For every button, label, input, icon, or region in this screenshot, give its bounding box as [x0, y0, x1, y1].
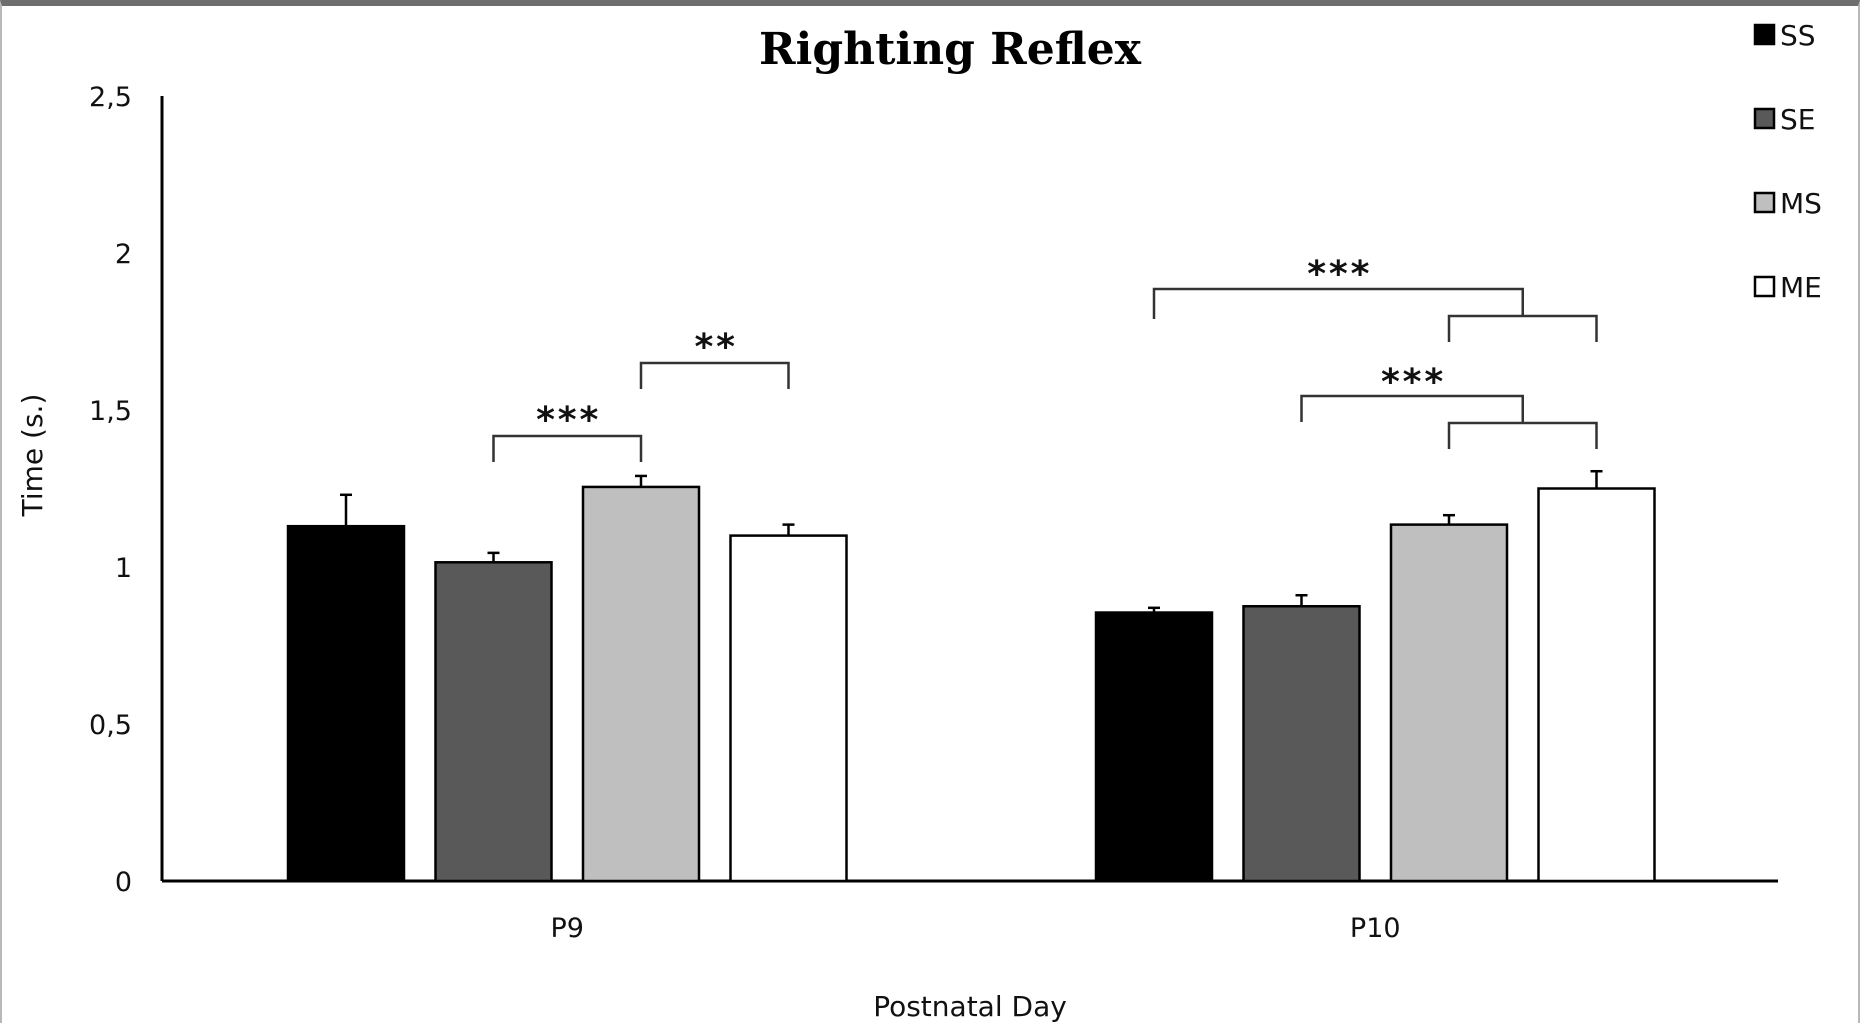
- bar-se-p9: [434, 561, 553, 883]
- axes: [160, 96, 1778, 883]
- bar-se-p10: [1242, 605, 1361, 883]
- x-tick-labels: P9 P10: [551, 913, 1401, 944]
- legend-label-me: ME: [1780, 271, 1822, 304]
- legend-swatch-se: [1753, 107, 1776, 130]
- x-axis-label: Postnatal Day: [873, 990, 1067, 1023]
- y-tick-label: 1: [115, 553, 132, 584]
- legend-swatch-me: [1753, 275, 1776, 298]
- significance-bracket: [1447, 314, 1598, 342]
- bar-me-p9: [729, 534, 848, 883]
- y-tick-label: 0: [115, 867, 132, 898]
- bar-ms-p10: [1389, 523, 1509, 883]
- significance-label: **: [693, 327, 736, 368]
- chart-title: Righting Reflex: [759, 24, 1142, 75]
- x-tick-label: P9: [551, 913, 584, 944]
- x-tick-label: P10: [1350, 913, 1401, 944]
- error-bars: [340, 469, 1603, 613]
- bars: [286, 485, 1656, 883]
- significance-label: ***: [1306, 254, 1371, 295]
- bar-ms-p9: [581, 485, 701, 883]
- legend-label-ss: SS: [1780, 19, 1816, 52]
- bar-me-p10: [1537, 487, 1656, 883]
- legend-swatch-ss: [1753, 23, 1776, 46]
- y-tick-label: 0,5: [89, 710, 132, 741]
- significance-bracket: [639, 361, 790, 389]
- significance-bracket: [492, 434, 643, 462]
- legend-swatch-ms: [1753, 191, 1776, 214]
- y-axis-label: Time (s.): [16, 394, 49, 518]
- legend-label-se: SE: [1780, 103, 1815, 136]
- significance-bracket: [1447, 421, 1598, 449]
- significance-annotations: ***********: [492, 254, 1598, 462]
- y-tick-label: 2,5: [89, 82, 132, 113]
- y-tick-labels: 0 0,5 1 1,5 2 2,5: [89, 82, 132, 898]
- significance-bracket: [1152, 287, 1524, 319]
- significance-label: ***: [535, 400, 600, 441]
- significance-label: ***: [1380, 362, 1445, 403]
- y-tick-label: 2: [115, 239, 132, 270]
- legend-label-ms: MS: [1780, 187, 1822, 220]
- bar-ss-p9: [286, 524, 406, 883]
- legend: SS SE MS ME: [1753, 19, 1822, 304]
- bar-ss-p10: [1094, 611, 1214, 883]
- y-tick-label: 1,5: [89, 396, 132, 427]
- significance-bracket: [1300, 394, 1524, 423]
